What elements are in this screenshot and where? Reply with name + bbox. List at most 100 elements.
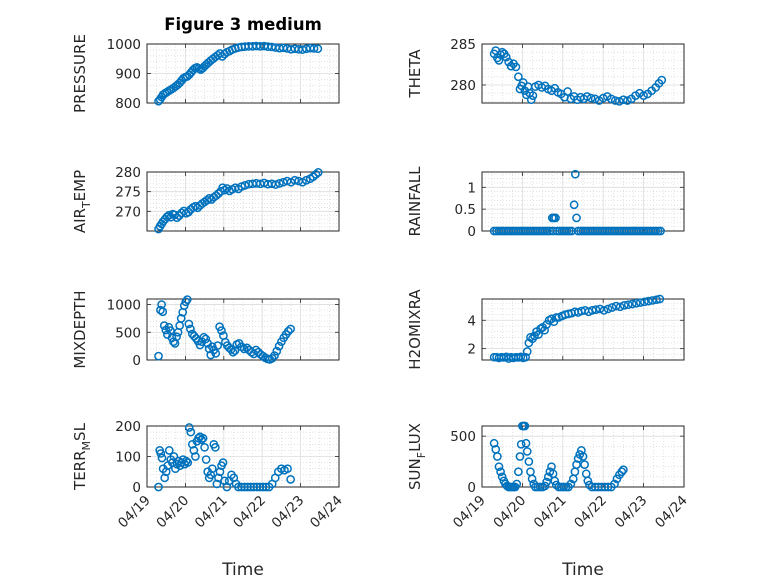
- data-point: [514, 467, 523, 477]
- data-point: [656, 226, 665, 236]
- y-axis-label: THETA: [406, 49, 424, 99]
- data-point: [572, 213, 581, 223]
- y-axis-label: TERRMSL: [71, 422, 93, 491]
- data-point: [636, 298, 645, 307]
- data-point: [157, 453, 167, 463]
- x-tick-label: 04/19: [115, 493, 154, 532]
- data-point: [550, 476, 560, 486]
- data-point: [631, 298, 641, 308]
- data-point: [200, 443, 209, 452]
- data-point: [603, 304, 613, 314]
- data-point: [520, 421, 530, 431]
- data-point: [218, 183, 227, 193]
- y-tick-label: 200: [115, 419, 141, 435]
- data-point: [183, 458, 193, 467]
- axes-border: [481, 171, 685, 232]
- data-point: [623, 300, 633, 310]
- data-point: [164, 446, 174, 455]
- data-point: [526, 332, 535, 342]
- data-point: [522, 347, 532, 356]
- data-point: [516, 439, 526, 449]
- y-tick-label: 0: [467, 224, 476, 240]
- data-point: [551, 213, 560, 223]
- data-point: [493, 452, 502, 461]
- data-point: [156, 305, 165, 315]
- data-point: [161, 467, 171, 477]
- y-tick-label: 2: [467, 342, 476, 358]
- data-point: [623, 96, 632, 105]
- data-point: [655, 294, 665, 304]
- data-point: [585, 480, 594, 490]
- data-point: [619, 465, 628, 475]
- data-point: [511, 62, 521, 72]
- x-axis-label: Time: [561, 560, 604, 580]
- data-point: [199, 332, 209, 342]
- data-point: [246, 482, 256, 492]
- data-point: [542, 477, 551, 487]
- panel-h2omixra: 2 4 H2OMIXRA: [406, 289, 685, 370]
- y-tick-label: 0: [132, 480, 141, 496]
- y-axis-label: RAINFALL: [406, 166, 424, 237]
- data-point: [530, 331, 539, 341]
- data-point: [251, 345, 261, 355]
- y-tick-label: 1000: [107, 37, 141, 53]
- y-tick-label: 0: [467, 480, 476, 496]
- data-point: [211, 443, 220, 452]
- data-point: [211, 348, 221, 358]
- data-point: [615, 97, 624, 106]
- data-point: [290, 175, 300, 185]
- data-point: [573, 454, 583, 463]
- data-point: [619, 95, 628, 105]
- data-point: [198, 433, 208, 443]
- data-point: [159, 321, 169, 330]
- data-point: [521, 438, 531, 448]
- data-point: [214, 189, 223, 198]
- data-point: [582, 92, 592, 101]
- data-point: [270, 351, 279, 360]
- data-point: [218, 458, 228, 467]
- data-point: [577, 446, 586, 455]
- data-point: [590, 94, 600, 104]
- data-point: [657, 75, 667, 85]
- y-tick-label: 900: [115, 67, 141, 83]
- y-axis-label: SUNFLUX: [406, 423, 428, 490]
- data-point: [494, 462, 504, 472]
- data-point: [591, 305, 601, 314]
- data-point: [217, 326, 226, 335]
- data-point: [237, 482, 246, 492]
- data-point: [496, 467, 505, 477]
- data-point: [213, 341, 223, 350]
- data-point: [540, 325, 549, 335]
- data-point: [522, 447, 532, 456]
- y-axis-label: PRESSURE: [71, 34, 89, 113]
- data-point: [566, 479, 576, 489]
- data-point: [169, 452, 179, 461]
- data-point: [313, 44, 323, 54]
- data-point: [578, 452, 588, 461]
- x-tick-label: 04/22: [230, 493, 269, 532]
- data-point: [313, 168, 323, 177]
- data-point: [234, 482, 243, 492]
- x-tick-label: 04/20: [490, 493, 529, 532]
- data-point: [610, 479, 619, 489]
- data-point: [606, 94, 616, 104]
- data-point: [524, 457, 534, 466]
- data-point: [607, 303, 617, 312]
- data-point: [242, 343, 252, 353]
- x-tick-label: 04/22: [571, 493, 610, 532]
- data-point: [182, 295, 192, 304]
- data-point: [240, 482, 249, 492]
- axes-border: [146, 171, 340, 232]
- data-point: [271, 180, 280, 189]
- data-point: [572, 460, 581, 469]
- data-point: [201, 455, 211, 464]
- data-point: [512, 479, 522, 489]
- data-point: [617, 467, 627, 477]
- panel-air_temp: 270 275 280 AIRTEMP: [71, 165, 340, 234]
- panel-pressure: 800 900 1000 PRESSURE: [71, 34, 340, 113]
- data-point: [610, 96, 620, 105]
- x-tick-label: 04/21: [192, 493, 231, 532]
- data-point: [154, 351, 163, 361]
